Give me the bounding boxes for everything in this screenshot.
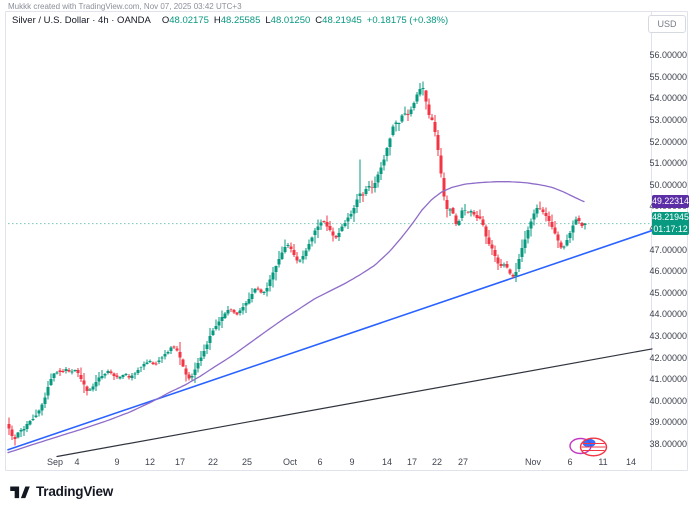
open-label: O (161, 15, 170, 26)
time-axis-label: 22 (431, 457, 442, 467)
time-axis-label: 9 (349, 457, 355, 467)
last-price-value: 48.21945 (652, 212, 689, 222)
close-value: 48.21945 (322, 15, 362, 26)
price-axis-label: 56.00000 (649, 50, 687, 61)
bar-countdown: 01:17:12 (653, 223, 688, 234)
time-axis-label: 9 (114, 457, 120, 467)
price-axis-label: 44.00000 (649, 309, 687, 320)
high-label: H (213, 15, 221, 26)
time-axis-label: 17 (406, 457, 417, 467)
low-label: L (265, 15, 271, 26)
price-axis-label: 38.00000 (649, 438, 687, 449)
time-axis[interactable]: Sep 4 9 12 17 22 25 Oct 6 9 14 17 22 27 Nov 6 11 14 (5, 455, 688, 470)
price-axis-label: 42.00000 (649, 352, 687, 363)
high-value: 48.25585 (220, 15, 261, 26)
time-axis-label: 4 (74, 457, 80, 467)
price-axis-label: 54.00000 (649, 93, 687, 104)
time-axis-label: 22 (207, 457, 218, 467)
close-label: C (315, 15, 323, 26)
low-value: 48.01250 (270, 15, 311, 26)
time-axis-label: 11 (598, 457, 608, 467)
price-axis-label: 47.00000 (649, 244, 687, 255)
time-axis-label: 17 (174, 457, 185, 467)
last-price-badge: 48.21945 01:17:12 (652, 212, 689, 235)
time-axis-label: Oct (282, 457, 297, 467)
price-axis-label: 41.00000 (649, 374, 687, 385)
time-axis-label: 12 (144, 457, 155, 467)
price-axis-label: 51.00000 (649, 158, 687, 169)
price-axis-label: 53.00000 (649, 114, 687, 125)
tradingview-logo-link[interactable]: TradingView (10, 483, 113, 499)
price-axis-label: 55.00000 (649, 71, 687, 82)
price-axis-label: 46.00000 (649, 266, 687, 277)
watermark: Mukkk created with TradingView.com, Nov … (8, 2, 242, 11)
time-axis-label: 14 (625, 457, 636, 467)
ma-value-badge: 49.22314 (652, 195, 689, 208)
currency-label: USD (648, 15, 686, 33)
tradingview-wordmark: TradingView (36, 483, 114, 499)
time-axis-label: 6 (317, 457, 323, 467)
time-axis-label: Sep (46, 457, 63, 467)
price-axis-label: 43.00000 (649, 330, 687, 341)
time-axis-label: 6 (567, 457, 573, 467)
time-axis-label: 14 (381, 457, 392, 467)
price-axis[interactable]: 56.00000 55.00000 54.00000 53.00000 52.00000… (649, 11, 690, 470)
time-axis-label: 25 (241, 457, 252, 467)
time-axis-label: 27 (457, 457, 468, 467)
time-axis-label: Nov (524, 457, 541, 467)
change-value: +0.18175 (+0.38%) (366, 15, 449, 26)
legend: Silver / U.S. Dollar · 4h · OANDA O48.021… (12, 15, 448, 26)
symbol-title: Silver / U.S. Dollar · 4h · OANDA (12, 15, 151, 26)
open-value: 48.02175 (169, 15, 209, 26)
price-axis-label: 40.00000 (649, 395, 687, 406)
annotation-ellipses[interactable] (569, 437, 608, 457)
price-axis-label: 52.00000 (649, 136, 687, 147)
tradingview-icon (10, 486, 30, 499)
price-axis-label: 39.00000 (649, 417, 687, 428)
price-axis-label: 45.00000 (649, 287, 687, 298)
price-axis-label: 50.00000 (649, 179, 687, 190)
